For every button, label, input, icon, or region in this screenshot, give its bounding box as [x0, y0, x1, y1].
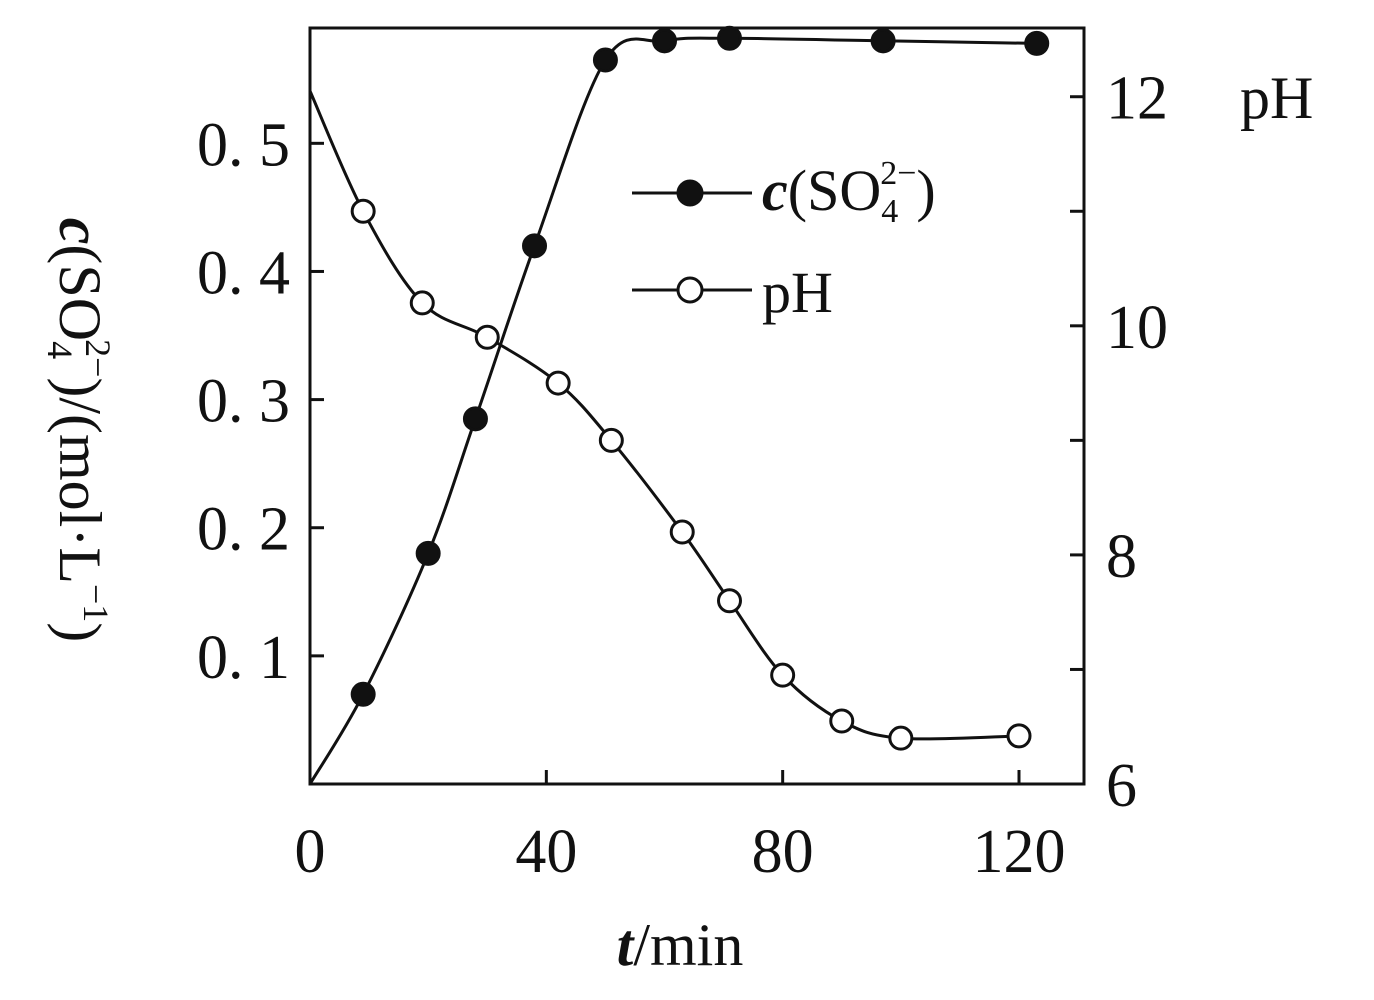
ph-point [350, 198, 376, 224]
y-right-tick-label: 12 [1106, 65, 1168, 133]
ph-point [474, 324, 500, 350]
ph-point [545, 370, 571, 396]
y-left-tick-label: 0. 3 [197, 368, 290, 436]
y-right-axis-title: pH [1240, 65, 1313, 131]
sulfate-point [522, 233, 548, 259]
legend-sulfate-sup: 2− [880, 155, 916, 192]
bottom-ticks: 0 40 80 120 [295, 770, 1066, 886]
plot-frame [308, 26, 1086, 786]
sulfate-point [716, 25, 742, 51]
sulfate-curve [308, 36, 1037, 785]
ph-point [598, 427, 624, 453]
y-left-axis-title: c(SO42−)/(mol·L−1) [40, 218, 118, 643]
y-right-tick-label: 8 [1106, 523, 1137, 591]
x-tick-label: 0 [295, 818, 326, 886]
x-tick-label: 40 [515, 818, 577, 886]
ph-point [409, 290, 435, 316]
sulfate-point [870, 28, 896, 54]
legend-label-ph: pH [762, 260, 833, 325]
x-axis-title-rest: /min [633, 912, 743, 978]
y-left-title-sub: 4 [40, 341, 80, 359]
y-left-title-rest2: )/(mol·L [47, 377, 113, 584]
y-left-title-rest3: ) [47, 622, 113, 642]
y-left-tick-label: 0. 5 [197, 111, 290, 179]
y-left-tick-label: 0. 4 [197, 239, 290, 307]
sulfate-point [462, 406, 488, 432]
legend-marker-sulfate [676, 179, 704, 207]
sulfate-point [592, 47, 618, 73]
legend-sulfate-rest2: ) [916, 158, 935, 223]
legend: c(SO42−) pH [632, 155, 936, 325]
ph-point [829, 708, 855, 734]
ph-point [770, 662, 796, 688]
legend-sulfate-rest1: (SO [788, 158, 881, 223]
y-left-title-italic: c [47, 218, 113, 245]
legend-sulfate-sub: 4 [881, 193, 898, 230]
sulfate-point [350, 681, 376, 707]
ph-point [1006, 723, 1032, 749]
sulfate-point [652, 28, 678, 54]
x-tick-label: 80 [752, 818, 814, 886]
right-ticks: 6 8 10 12 [1070, 65, 1168, 820]
x-axis-title: t/min [617, 912, 744, 978]
x-tick-label: 120 [973, 818, 1066, 886]
ph-point [888, 725, 914, 751]
ph-point [716, 588, 742, 614]
y-left-title-sup2: −1 [76, 584, 116, 622]
x-axis-title-italic: t [617, 912, 636, 978]
y-right-tick-label: 6 [1106, 752, 1137, 820]
y-left-tick-label: 0. 2 [197, 496, 290, 564]
sulfate-point [415, 540, 441, 566]
series-layer [308, 25, 1050, 785]
y-left-title-rest1: (SO [47, 244, 113, 341]
legend-marker-ph [676, 276, 704, 304]
y-right-tick-label: 10 [1106, 294, 1168, 362]
y-left-title-sup: 2− [78, 339, 118, 377]
y-left-tick-label: 0. 1 [197, 624, 290, 692]
legend-sulfate-italic: c [762, 158, 788, 223]
ph-point [669, 519, 695, 545]
left-ticks: 0. 1 0. 2 0. 3 0. 4 0. 5 [197, 111, 324, 692]
sulfate-point [1024, 30, 1050, 56]
legend-label-sulfate: c(SO42−) [762, 155, 936, 230]
